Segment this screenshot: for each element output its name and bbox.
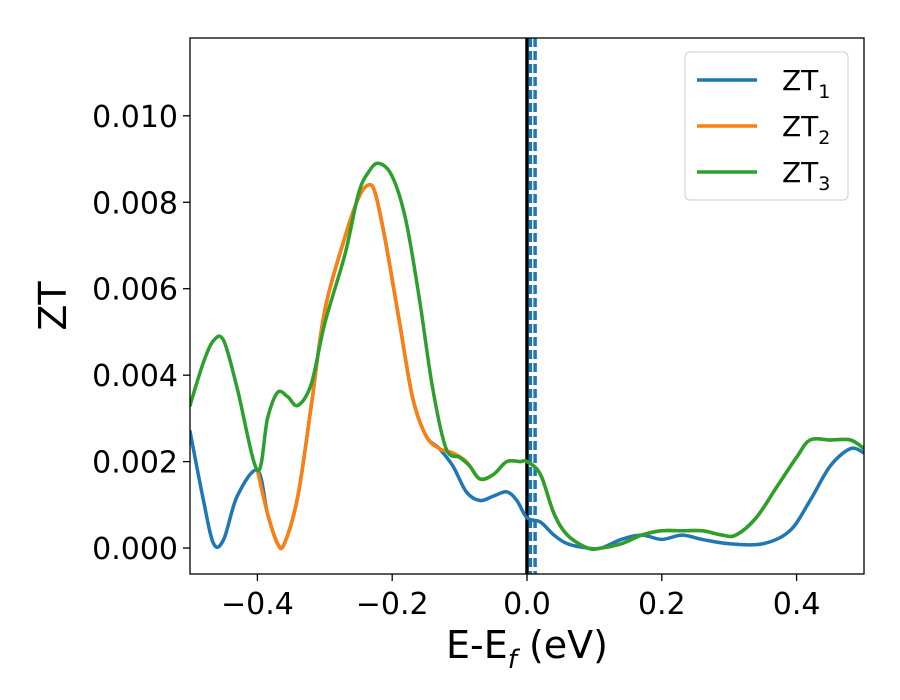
legend-label-zt2: ZT2 — [782, 110, 830, 149]
y-axis-label: ZT — [31, 281, 75, 331]
legend-label-zt3: ZT3 — [782, 156, 830, 195]
y-tick-label: 0.004 — [92, 359, 178, 394]
legend: ZT1 ZT2 ZT3 — [684, 51, 849, 201]
x-tick-label: 0.4 — [773, 587, 821, 622]
y-tick-label: 0.006 — [92, 273, 178, 308]
y-axis: 0.000 0.002 0.004 0.006 0.008 0.010 — [92, 100, 190, 567]
x-axis-label: E-Ef (eV) — [446, 623, 608, 675]
x-tick-label: 0.0 — [503, 587, 551, 622]
x-tick-label: −0.2 — [356, 587, 429, 622]
y-tick-label: 0.010 — [92, 100, 178, 135]
series-line-zt3 — [190, 161, 864, 551]
y-tick-label: 0.008 — [92, 186, 178, 221]
x-tick-label: 0.2 — [638, 587, 686, 622]
x-axis: −0.4 −0.2 0.0 0.2 0.4 — [221, 574, 820, 622]
x-tick-label: −0.4 — [221, 587, 294, 622]
legend-box — [684, 51, 849, 201]
y-tick-label: 0.002 — [92, 446, 178, 481]
y-tick-label: 0.000 — [92, 532, 178, 567]
plot-area — [190, 38, 864, 574]
legend-label-zt1: ZT1 — [782, 64, 830, 103]
